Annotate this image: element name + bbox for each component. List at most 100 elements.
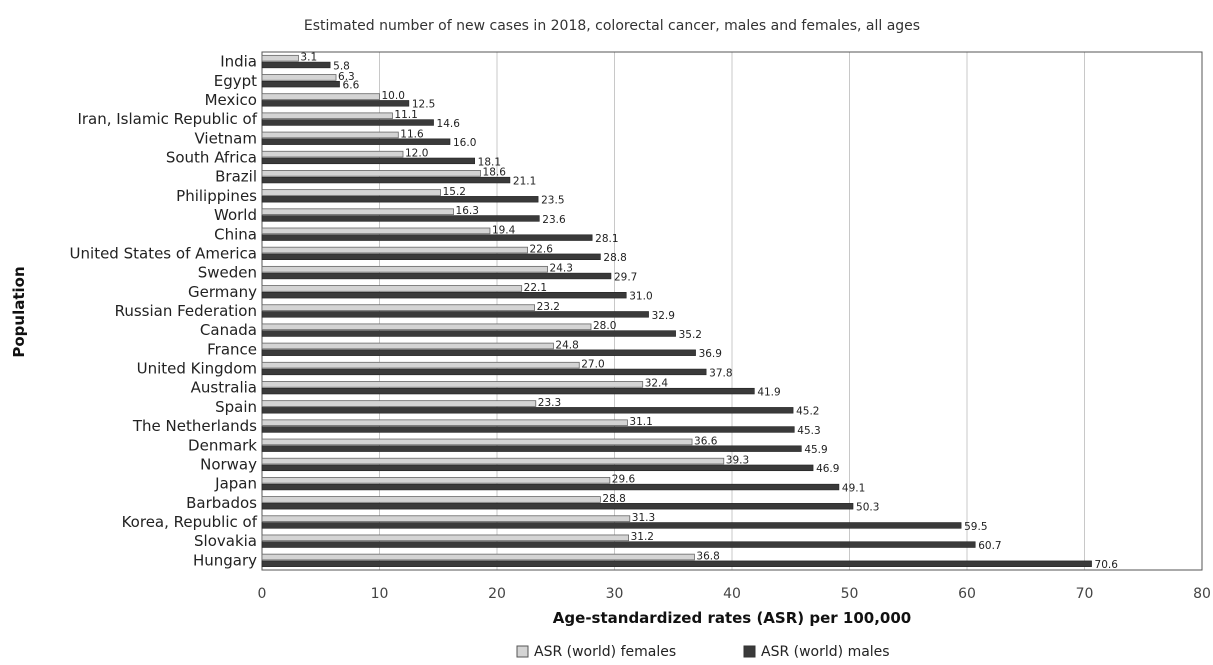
category-label: Norway [200, 455, 257, 473]
data-label-males: 21.1 [513, 175, 536, 187]
y-axis-title: Population [10, 266, 28, 357]
bar-series [261, 54, 1092, 567]
data-label-males: 60.7 [978, 540, 1001, 552]
data-label-females: 23.2 [537, 301, 560, 313]
x-tick-label-30: 30 [606, 586, 624, 602]
category-label: United States of America [70, 244, 257, 262]
category-label: Vietnam [194, 129, 257, 147]
category-label: South Africa [166, 149, 257, 167]
data-label-males: 16.0 [453, 137, 476, 149]
x-axis-ticks: 0 10 20 30 40 50 60 70 80 [258, 586, 1211, 602]
data-label-males: 14.6 [437, 118, 461, 130]
bar-males [261, 311, 649, 318]
data-label-males: 37.8 [709, 367, 732, 379]
category-label: Mexico [205, 91, 257, 109]
bar-males [261, 253, 601, 260]
category-label: Iran, Islamic Republic of [77, 110, 257, 128]
data-label-males: 28.8 [603, 252, 626, 264]
x-tick-label-60: 60 [958, 586, 976, 602]
legend: ASR (world) females ASR (world) males [516, 644, 890, 660]
bar-females [261, 227, 491, 235]
data-label-males: 28.1 [595, 233, 618, 245]
category-label: Philippines [176, 187, 257, 205]
bar-males [261, 61, 331, 69]
category-label: Egypt [214, 72, 257, 90]
category-label: Denmark [188, 436, 257, 454]
bar-males [261, 483, 840, 491]
data-label-females: 18.6 [483, 167, 507, 179]
data-label-females: 12.0 [405, 148, 428, 160]
data-label-females: 31.1 [629, 416, 652, 428]
data-label-males: 6.6 [343, 80, 360, 92]
bar-females [261, 208, 454, 215]
x-tick-label-10: 10 [371, 586, 389, 602]
category-label: China [214, 225, 257, 243]
bar-males [261, 464, 814, 472]
data-label-females: 11.1 [394, 109, 417, 121]
data-label-males: 70.6 [1095, 559, 1119, 571]
data-labels: 3.1 5.86.36.6 10.0 12.511.1 14.6 11.6 16.0 12.0… [300, 52, 1118, 572]
bar-males [261, 157, 475, 165]
data-label-females: 3.1 [300, 52, 317, 64]
category-label: Korea, Republic of [122, 513, 258, 531]
legend-swatch-males [743, 645, 756, 658]
bar-males [261, 176, 511, 184]
data-label-females: 32.4 [645, 378, 669, 390]
data-label-females: 36.8 [696, 550, 719, 562]
bar-males [261, 560, 1092, 567]
data-label-females: 15.2 [443, 186, 466, 198]
bar-females [261, 361, 580, 369]
data-label-males: 45.3 [797, 425, 820, 437]
x-tick-label-50: 50 [841, 586, 859, 602]
category-label: Japan [214, 475, 257, 493]
data-label-females: 19.4 [492, 224, 516, 236]
category-label: Sweden [198, 264, 257, 282]
category-label: Australia [191, 379, 257, 397]
data-label-females: 27.0 [581, 359, 604, 371]
bar-males [261, 100, 410, 107]
category-label: United Kingdom [137, 360, 257, 378]
bar-males [261, 138, 451, 145]
category-label: Russian Federation [115, 302, 257, 320]
data-label-females: 23.3 [538, 397, 561, 409]
data-label-males: 35.2 [679, 329, 702, 341]
data-label-males: 23.6 [542, 214, 566, 226]
bar-females [261, 553, 695, 561]
data-label-females: 11.6 [400, 128, 424, 140]
data-label-males: 18.1 [478, 156, 501, 168]
data-label-males: 45.9 [804, 444, 827, 456]
bar-females [261, 400, 537, 407]
data-label-females: 31.2 [631, 531, 654, 543]
bar-females [261, 112, 393, 120]
data-label-males: 5.8 [333, 60, 350, 72]
bar-males [261, 234, 593, 241]
bar-females [261, 285, 523, 292]
bar-females [261, 93, 380, 100]
category-label: Hungary [193, 551, 257, 569]
bar-males [261, 119, 434, 126]
x-tick-label-40: 40 [723, 586, 741, 602]
category-label: India [220, 53, 257, 71]
bar-males [261, 368, 707, 376]
x-tick-label-20: 20 [488, 586, 506, 602]
bar-females [261, 265, 548, 273]
plot-area [261, 51, 1203, 571]
data-label-females: 22.1 [524, 282, 547, 294]
category-label: Barbados [186, 494, 257, 512]
data-label-females: 10.0 [382, 90, 405, 102]
legend-label-females: ASR (world) females [534, 644, 676, 660]
bar-males [261, 407, 794, 414]
x-axis-title: Age-standardized rates (ASR) per 100,000 [553, 609, 911, 627]
bar-females [261, 457, 725, 465]
bar-males [261, 503, 854, 510]
bar-females [261, 419, 628, 427]
bar-females [261, 534, 630, 542]
bar-females [261, 438, 693, 446]
bar-females [261, 131, 399, 139]
category-label: The Netherlands [132, 417, 257, 435]
legend-label-males: ASR (world) males [761, 644, 890, 660]
bar-males [261, 330, 676, 337]
data-label-males: 23.5 [541, 195, 564, 207]
